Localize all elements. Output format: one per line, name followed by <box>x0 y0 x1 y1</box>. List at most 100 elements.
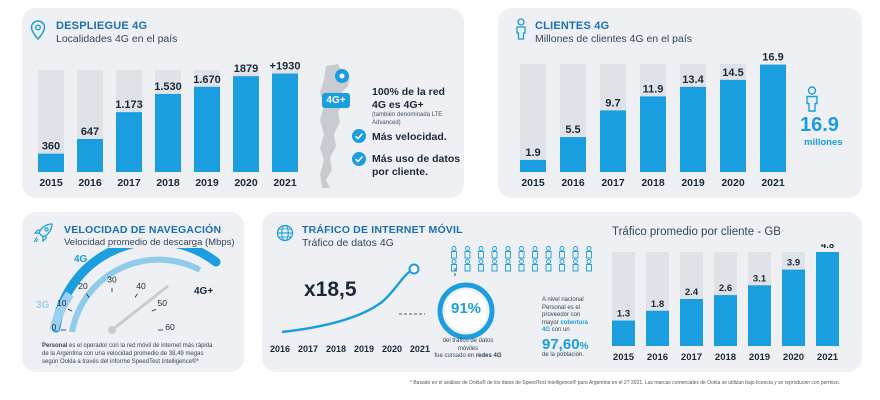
gauge-tick-mark <box>86 293 90 298</box>
gauge-tick-label: 50 <box>157 298 167 308</box>
bar-value-label: +1930 <box>270 61 301 73</box>
trafico-year-label: 2019 <box>353 344 374 354</box>
trafico-multiplier: x18,5 <box>304 278 357 301</box>
category-label: 2016 <box>647 352 668 363</box>
person-icon <box>464 259 471 272</box>
bar <box>233 76 259 172</box>
category-label: 2016 <box>561 177 585 189</box>
bar-value-label: 647 <box>81 126 99 138</box>
category-label: 2017 <box>601 177 625 189</box>
person-icon <box>572 259 579 272</box>
person-icon <box>806 86 818 112</box>
bar-value-label: 3.1 <box>753 273 767 284</box>
bar <box>680 299 703 346</box>
bar-value-label: 360 <box>42 141 60 153</box>
bar <box>194 86 220 172</box>
velocidad-card <box>22 212 244 372</box>
check-2-label: Más uso de datos por cliente. <box>372 153 460 179</box>
rocket-icon <box>33 223 53 243</box>
bar-value-label: 4.8 <box>821 244 834 251</box>
side-pct-suffix: % <box>579 341 589 352</box>
person-icon <box>491 259 498 272</box>
category-label: 2018 <box>641 177 665 189</box>
gauge-inner-arc <box>69 256 202 333</box>
claim-line-2: 4G es 4G+ <box>372 99 424 112</box>
category-label: 2021 <box>761 177 785 189</box>
globe-icon <box>276 224 294 242</box>
category-label: 2019 <box>681 177 705 189</box>
category-label: 2020 <box>721 177 745 189</box>
trafico-year-label: 2017 <box>297 344 319 354</box>
bar <box>560 137 586 172</box>
gauge-tick-mark <box>151 308 157 312</box>
bar-value-label: 11.9 <box>643 83 664 95</box>
category-label: 2015 <box>521 177 545 189</box>
clientes-bar-chart: 1.9 2015 5.5 2016 9.7 2017 11.9 2018 13.4 2019 14.… <box>520 52 786 189</box>
category-label: 2020 <box>783 352 804 363</box>
bar <box>612 320 635 346</box>
trafico-bar-chart: 1.3 2015 1.8 2016 2.4 2017 2.6 2018 3.1 2019 3.9 20… <box>612 244 839 363</box>
gauge-tick-label: 0 <box>52 322 57 332</box>
bar-value-label: 1.8 <box>651 299 664 310</box>
bar-value-label: 1879 <box>234 63 258 75</box>
person-icon <box>451 246 457 259</box>
clientes-subtitle: Millones de clientes 4G en el país <box>535 33 693 45</box>
bar <box>272 73 298 172</box>
bar-track <box>520 64 546 172</box>
bar-value-label: 16.9 <box>762 52 783 64</box>
argentina-map-icon <box>320 64 350 188</box>
trafico-chart-title: Tráfico promedio por cliente - GB <box>612 226 781 238</box>
person-icon <box>559 259 565 272</box>
side-line-5: con un <box>550 327 570 333</box>
person-icon <box>478 259 484 272</box>
gauge-label-3g: 3G <box>36 300 50 311</box>
check-circle-icon <box>352 129 366 143</box>
despliegue-claim: 100% de la red 4G es 4G+ <box>372 86 445 112</box>
bar <box>116 112 142 172</box>
person-icon <box>516 18 526 40</box>
person-icon <box>518 259 525 272</box>
clientes-total-unit: millones <box>804 137 843 148</box>
person-icon <box>545 246 552 259</box>
despliegue-claim-note: (también denominada LTE Advanced) <box>372 112 442 127</box>
category-label: 2016 <box>78 177 102 189</box>
gauge-3g-arc <box>49 291 74 332</box>
side-line-6: de la población. <box>542 352 585 358</box>
person-icon <box>505 246 511 259</box>
bar-value-label: 2.6 <box>719 283 732 294</box>
gauge-tick-label: 20 <box>78 281 88 291</box>
footnote: * Basado en el análisis de Ookla® de los… <box>410 380 841 386</box>
check-2-line-1: Más uso de datos <box>372 153 461 165</box>
velocidad-desc-bold: Personal <box>42 343 68 349</box>
velocidad-description: Personal es el operador con la red móvil… <box>42 342 212 366</box>
gauge-ticks: 0 10 20 30 40 50 60 <box>52 274 175 332</box>
person-icon <box>451 259 457 272</box>
bar-value-label: 5.5 <box>565 124 580 136</box>
velocidad-desc-line-3: según Ookla a través del informe SpeedTe… <box>42 359 199 366</box>
trafico-year-label: 2020 <box>381 344 402 354</box>
category-label: 2020 <box>234 177 258 189</box>
speed-gauge: 3G 4G 4G+ 0 10 20 30 40 50 60 <box>36 248 221 334</box>
pct-desc-line-1: del tráfico de datos móviles <box>442 338 494 352</box>
bar <box>714 295 737 346</box>
category-label: 2019 <box>749 352 770 363</box>
gauge-tick-label: 30 <box>107 274 117 284</box>
bar <box>760 64 786 172</box>
bar-value-label: 2.4 <box>685 287 699 298</box>
trafico-side-text: A nivel nacional Personal es el proveedo… <box>542 297 588 335</box>
trafico-title: TRÁFICO DE INTERNET MÓVIL <box>302 224 463 236</box>
person-icon <box>559 246 565 259</box>
bar <box>816 252 839 346</box>
people-grid-icon <box>451 246 592 272</box>
category-label: 2021 <box>817 352 839 363</box>
gauge-pivot <box>108 326 116 334</box>
person-icon <box>545 259 552 272</box>
bar <box>600 110 626 172</box>
bar <box>155 93 181 172</box>
trafico-year-label: 2018 <box>325 344 346 354</box>
despliegue-bar-chart: 360 2015 647 2016 1.173 2017 1.530 2018 1.670 201… <box>38 61 301 189</box>
gauge-tick-mark <box>134 293 138 298</box>
claim-note-1: (también denominada LTE <box>372 112 443 118</box>
bar-value-label: 1.3 <box>617 309 630 320</box>
gauge-tick-mark <box>67 308 73 312</box>
